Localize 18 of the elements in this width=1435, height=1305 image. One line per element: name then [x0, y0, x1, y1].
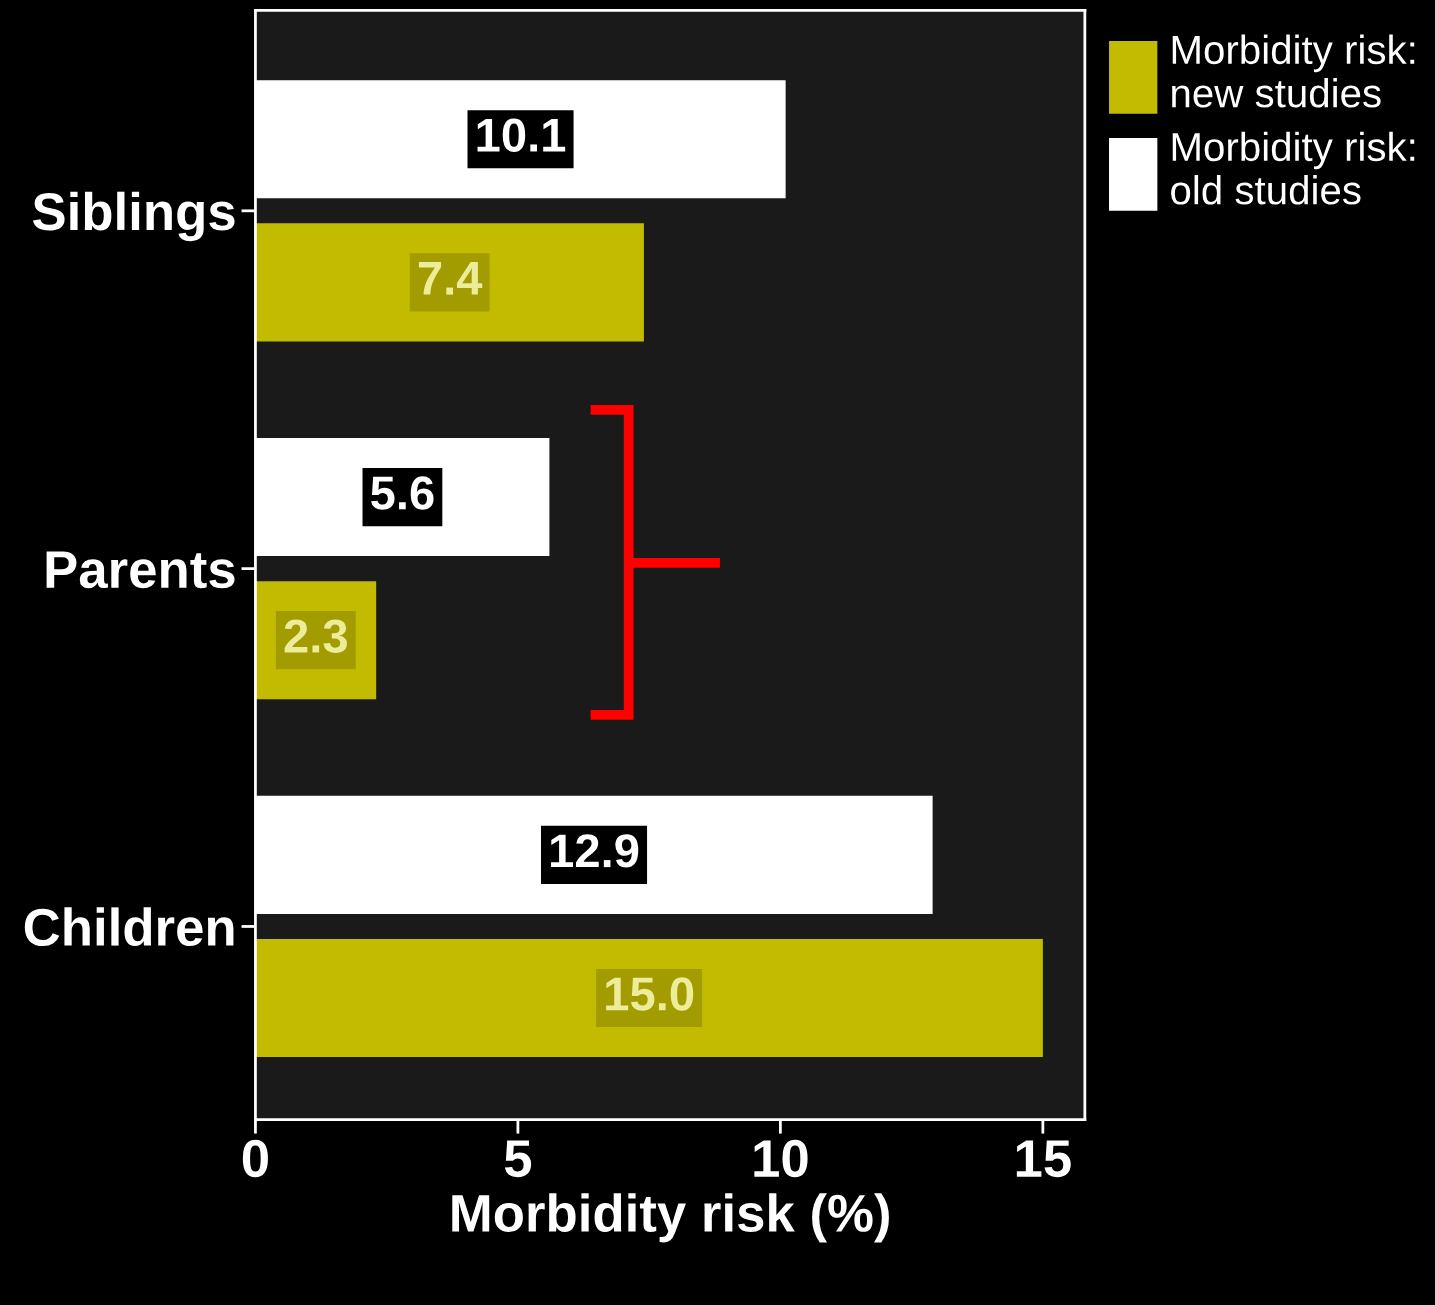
- data-label: 2.3: [284, 619, 347, 653]
- x-tick-label: 10: [754, 1139, 808, 1178]
- legend-label: Morbidity risk: old studies: [1171, 131, 1415, 205]
- data-label: 7.4: [418, 262, 483, 295]
- data-label: 12.9: [551, 834, 639, 868]
- x-tick-label: 0: [242, 1139, 268, 1178]
- bar: [255, 938, 1043, 1058]
- y-tick-label: Children: [24, 907, 234, 947]
- data-label: 15.0: [606, 977, 694, 1011]
- legend-label: Morbidity risk: new studies: [1172, 34, 1415, 108]
- bar: [255, 223, 644, 342]
- y-tick-label: Parents: [46, 551, 235, 589]
- x-tick-label: 15: [1016, 1140, 1071, 1178]
- data-label: 5.6: [371, 476, 434, 510]
- y-tick-label: Siblings: [32, 191, 235, 242]
- data-label: 10.1: [477, 118, 566, 152]
- x-axis-title: Morbidity risk (%): [452, 1193, 889, 1243]
- x-tick-label: 5: [504, 1140, 532, 1178]
